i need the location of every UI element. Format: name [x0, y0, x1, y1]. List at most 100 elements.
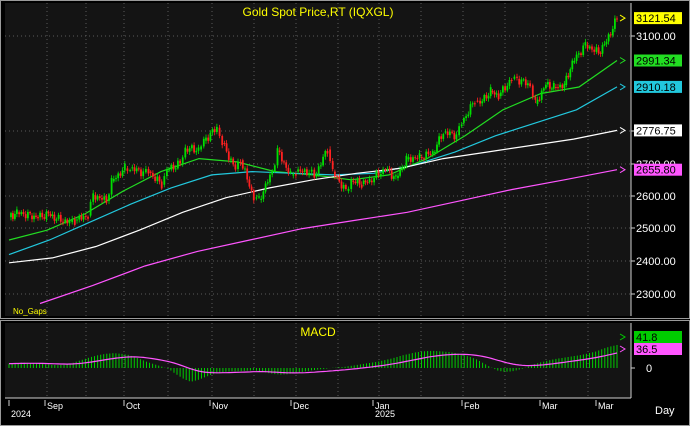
candle-body	[115, 178, 117, 180]
candle-body	[536, 99, 539, 104]
candle-body	[33, 215, 35, 220]
macd-tick-label-0: 0	[646, 363, 652, 375]
candlestick-series	[10, 15, 618, 227]
time-label-7: Feb	[464, 401, 480, 411]
value-tag-1: 2991.34	[636, 56, 676, 68]
tag-arrow-4	[619, 166, 626, 174]
candle-body	[425, 151, 428, 159]
candle-body	[577, 53, 580, 55]
time-label-2: Oct	[126, 401, 141, 411]
candle-body	[345, 185, 347, 189]
candle-body	[301, 171, 304, 173]
candle-body	[538, 99, 541, 101]
candle-body	[273, 165, 276, 172]
time-unit-label: Day	[655, 405, 675, 417]
candle-body	[580, 53, 582, 55]
candle-body	[179, 160, 181, 164]
candle-body	[522, 79, 525, 81]
candle-body	[401, 167, 404, 170]
candle-body	[252, 190, 255, 201]
candle-body	[380, 174, 382, 176]
candle-body	[375, 171, 378, 179]
candle-body	[94, 195, 97, 200]
value-tag-bg-3	[634, 124, 682, 137]
value-tag-bg-1	[634, 54, 682, 67]
candle-body	[508, 80, 511, 86]
candle-body	[281, 152, 283, 162]
candle-body	[565, 75, 568, 85]
candle-body	[92, 193, 95, 202]
candle-body	[431, 151, 434, 155]
candle-body	[395, 175, 397, 177]
price-plot-area[interactable]	[5, 3, 631, 316]
candle-body	[552, 83, 555, 89]
candle-body	[188, 148, 191, 152]
candle-body	[551, 88, 553, 90]
candle-body	[502, 86, 504, 93]
candle-body	[10, 213, 12, 218]
candle-body	[22, 212, 25, 214]
candle-body	[460, 124, 463, 127]
candle-body	[73, 219, 76, 225]
candle-body	[474, 103, 476, 105]
candle-body	[16, 209, 18, 214]
time-label-3: Nov	[212, 401, 229, 411]
candle-body	[429, 154, 432, 155]
candle-body	[520, 79, 523, 85]
candle-body	[567, 75, 570, 78]
candle-body	[78, 215, 81, 220]
candle-body	[334, 171, 336, 177]
candle-body	[485, 95, 488, 99]
candle-body	[595, 47, 598, 52]
candle-body	[412, 157, 414, 162]
candle-body	[119, 173, 122, 176]
candle-body	[591, 46, 593, 50]
time-label-5: Jan	[375, 401, 390, 411]
candle-body	[166, 169, 168, 177]
candle-body	[315, 173, 318, 177]
tag-arrow-2	[619, 83, 626, 91]
value-tag-bg-5	[634, 331, 682, 343]
candle-body	[423, 158, 425, 160]
time-label-8: Mar	[542, 401, 558, 411]
candle-body	[66, 219, 69, 224]
candle-body	[362, 180, 365, 184]
candle-body	[303, 169, 306, 173]
candle-body	[479, 100, 481, 104]
candle-body	[614, 18, 616, 29]
candle-body	[181, 157, 184, 164]
candle-body	[89, 201, 92, 216]
candle-body	[611, 28, 614, 36]
candle-body	[605, 41, 608, 45]
candle-body	[149, 171, 152, 173]
candle-body	[377, 171, 380, 176]
candle-body	[499, 92, 502, 97]
candle-body	[71, 219, 74, 223]
candle-body	[12, 213, 14, 219]
candle-body	[392, 176, 395, 179]
candle-body	[588, 46, 591, 49]
candle-body	[172, 164, 175, 170]
candle-body	[193, 145, 195, 153]
candle-body	[221, 136, 224, 146]
candle-body	[55, 219, 58, 221]
candle-body	[317, 166, 320, 174]
candle-body	[266, 182, 269, 184]
candle-body	[416, 158, 419, 160]
candle-body	[283, 161, 285, 163]
candle-body	[126, 168, 129, 171]
candle-body	[244, 168, 246, 170]
ma-line-ma4	[39, 169, 618, 305]
candle-body	[101, 198, 103, 200]
candle-body	[481, 101, 484, 104]
candle-body	[350, 180, 353, 189]
candle-body	[405, 155, 408, 167]
candle-body	[271, 171, 274, 175]
price-tick-label-3: 2600.00	[636, 191, 676, 203]
candle-body	[545, 84, 547, 89]
candle-body	[278, 150, 281, 153]
candle-body	[27, 212, 29, 219]
candle-body	[467, 114, 470, 117]
candle-body	[471, 103, 474, 105]
candle-body	[230, 158, 232, 160]
